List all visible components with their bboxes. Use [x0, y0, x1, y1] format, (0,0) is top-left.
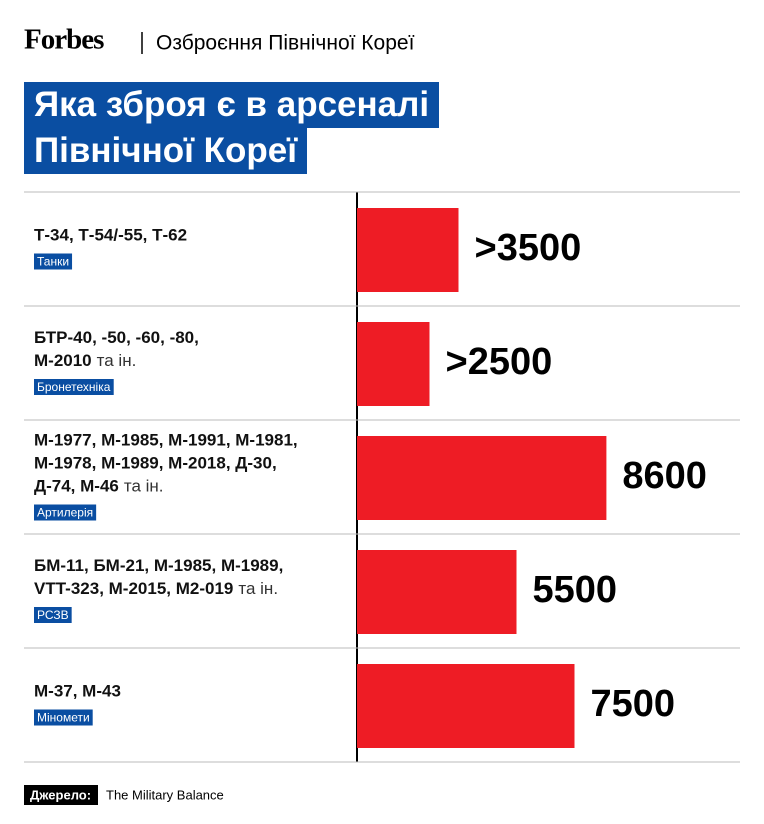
value-label: >3500 [475, 227, 582, 269]
note: та ін. [238, 579, 278, 598]
description-line: М-37, М-43 [34, 682, 121, 701]
bar [357, 664, 575, 748]
category-tag-bg [34, 504, 97, 521]
value-label: 5500 [533, 569, 618, 611]
description-line: Д-74, М-46 та ін. [34, 477, 164, 496]
category-tag-bg [34, 253, 73, 270]
title-line: Північної Кореї [24, 128, 308, 174]
bar [357, 208, 459, 292]
description-line: БТР-40, -50, -60, -80, [34, 328, 199, 347]
description-line: М-2010 та ін. [34, 351, 136, 370]
note: та ін. [124, 477, 164, 496]
title-line: Яка зброя є в арсеналі [24, 82, 440, 128]
models: М-1977, М-1985, М-1991, М-1981, [34, 431, 298, 450]
category-tag-bg [34, 709, 93, 726]
category-tag: Бронетехніка [37, 380, 111, 394]
source-text: The Military Balance [106, 787, 224, 802]
source-label-bg [24, 785, 98, 805]
brand: Forbes [24, 24, 104, 56]
description-line: М-1978, М-1989, М-2018, Д-30, [34, 454, 277, 473]
description-line: М-1977, М-1985, М-1991, М-1981, [34, 431, 298, 450]
note: та ін. [97, 351, 137, 370]
value-label: 7500 [591, 683, 676, 725]
models: М-2010 [34, 351, 92, 370]
category-tag: РСЗВ [37, 608, 69, 622]
category-tag-bg [34, 607, 72, 623]
description-line: VTT-323, M-2015, M2-019 та ін. [34, 579, 278, 598]
models: Т-34, Т-54/-55, Т-62 [34, 226, 187, 245]
bar [357, 322, 430, 406]
models: М-1978, М-1989, М-2018, Д-30, [34, 454, 277, 473]
section: Озброєння Північної Кореї [156, 32, 415, 55]
category-tag: Міномети [37, 711, 90, 725]
source-label: Джерело: [30, 787, 91, 802]
value-label: 8600 [622, 455, 707, 497]
category-tag: Артилерія [37, 506, 93, 520]
models: БМ-11, БМ-21, М-1985, М-1989, [34, 556, 283, 575]
models: БТР-40, -50, -60, -80, [34, 328, 199, 347]
models: VTT-323, M-2015, M2-019 [34, 579, 233, 598]
description-line: БМ-11, БМ-21, М-1985, М-1989, [34, 556, 283, 575]
bar [357, 436, 607, 520]
models: Д-74, М-46 [34, 477, 119, 496]
value-label: >2500 [446, 341, 553, 383]
category-tag-bg [34, 379, 114, 395]
bar [357, 550, 517, 634]
description-line: Т-34, Т-54/-55, Т-62 [34, 226, 187, 245]
category-tag: Танки [37, 255, 69, 269]
models: М-37, М-43 [34, 682, 121, 701]
